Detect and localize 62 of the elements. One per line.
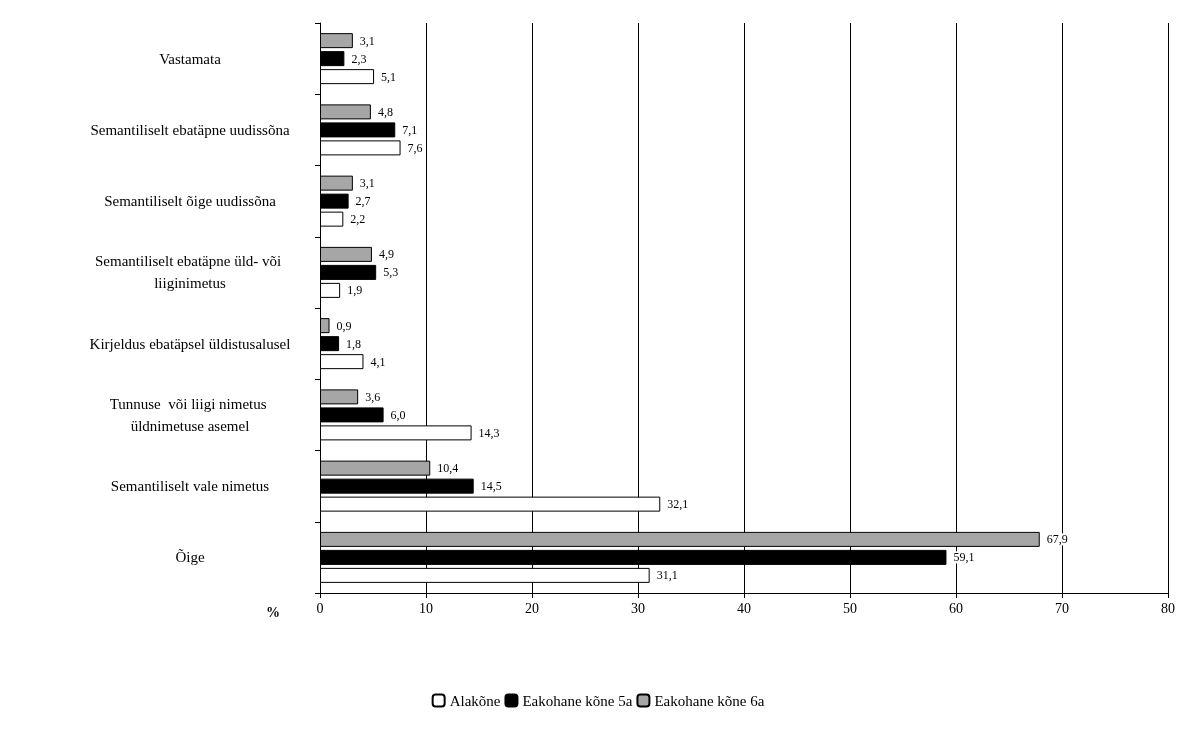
legend-label: Eakohane kõne 6a: [654, 692, 765, 709]
y-tick-label: Semantiliselt vale nimetus: [110, 478, 270, 495]
data-label: 14,5: [480, 479, 502, 494]
y-tick-label: Tunnuse või liigi nimetus üldnimetuse asemel: [109, 395, 271, 434]
data-label: 5,1: [381, 69, 397, 84]
x-tick-label: 70: [1055, 600, 1069, 616]
data-label: 4,9: [378, 247, 394, 262]
bar: [320, 33, 353, 49]
bar: [320, 318, 330, 334]
data-label: 2,7: [355, 194, 371, 209]
bar: [320, 282, 341, 298]
data-label: 3,1: [359, 33, 375, 48]
x-tick-label: 20: [525, 600, 539, 616]
bar: [320, 211, 344, 227]
y-tick-label: Semantiliselt ebatäpne üld- või liiginimetus: [95, 253, 285, 292]
data-label: 32,1: [667, 497, 689, 512]
bar: [320, 354, 364, 370]
bar: [320, 140, 401, 156]
y-tick-label: Vastamata: [159, 50, 222, 67]
data-label: 4,8: [377, 104, 393, 119]
x-axis-title: %: [266, 604, 280, 620]
bar: [320, 389, 359, 405]
data-label: 1,8: [346, 336, 362, 351]
bar: [320, 193, 349, 209]
data-label: 10,4: [437, 461, 459, 476]
legend-label: Alakõne: [449, 692, 501, 709]
bar: [320, 69, 375, 85]
data-label: 2,2: [350, 212, 366, 227]
data-label: 3,1: [359, 176, 375, 191]
legend-label: Eakohane kõne 5a: [522, 692, 633, 709]
data-label: 31,1: [656, 568, 678, 583]
data-label: 6,0: [390, 407, 406, 422]
bar: [320, 175, 353, 191]
bar: [320, 104, 371, 120]
bar: [320, 407, 384, 423]
data-label: 1,9: [347, 283, 363, 298]
data-label: 14,3: [478, 425, 500, 440]
x-tick-label: 50: [843, 600, 857, 616]
y-tick-label: Õige: [175, 549, 205, 566]
y-tick-label: Semantiliselt õige uudissõna: [104, 193, 277, 210]
data-label: 59,1: [953, 550, 975, 565]
bar: [320, 336, 340, 352]
y-tick-label: Semantiliselt ebatäpne uudissõna: [90, 121, 290, 138]
x-tick-label: 30: [631, 600, 645, 616]
bar: [320, 246, 372, 262]
bar: [320, 264, 377, 280]
x-tick-label: 80: [1161, 600, 1175, 616]
data-label: 5,3: [383, 265, 399, 280]
data-label: 7,6: [407, 140, 423, 155]
data-label: 0,9: [336, 318, 352, 333]
x-tick-label: 0: [316, 600, 324, 616]
y-tick-label: Kirjeldus ebatäpsel üldistusalusel: [89, 335, 291, 352]
data-label: 2,3: [351, 51, 367, 66]
data-label: 7,1: [402, 122, 418, 137]
bar: [320, 122, 396, 138]
x-tick-label: 60: [949, 600, 963, 616]
data-label: 67,9: [1046, 532, 1068, 547]
data-label: 4,1: [370, 354, 386, 369]
data-label: 3,6: [365, 389, 381, 404]
bar: [320, 51, 345, 67]
x-tick-label: 40: [737, 600, 751, 616]
x-tick-label: 10: [419, 600, 433, 616]
